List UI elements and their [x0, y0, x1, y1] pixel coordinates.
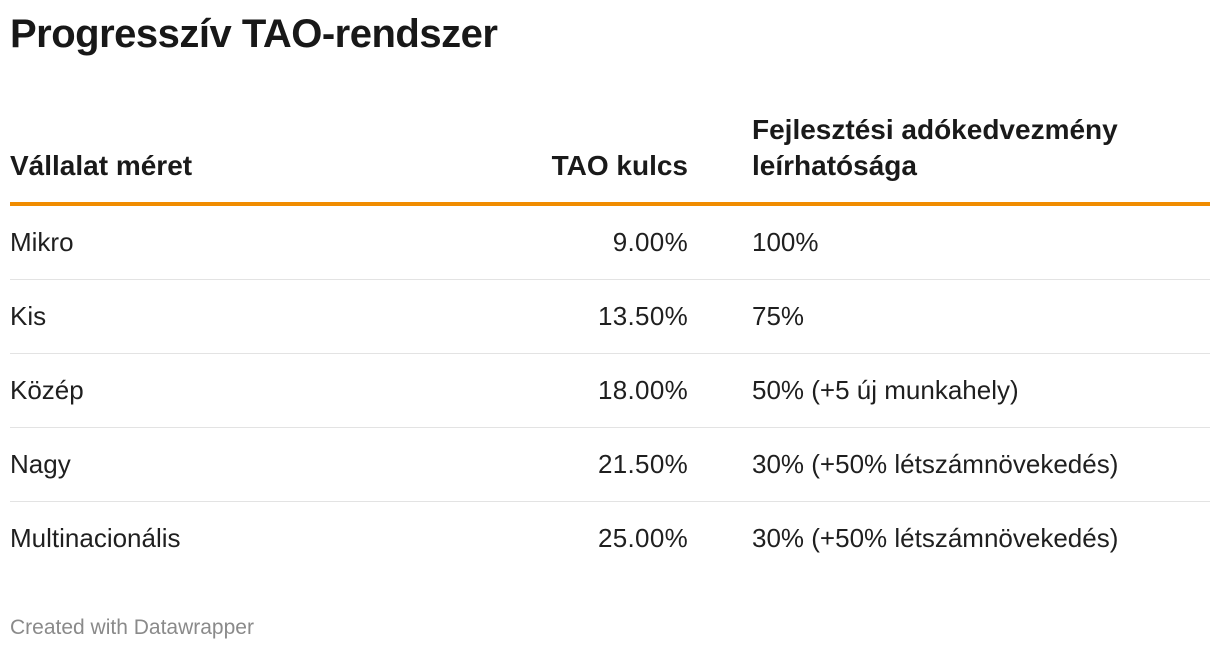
- footer-credit: Created with Datawrapper: [10, 616, 254, 639]
- cell-rate: 25.00%: [598, 523, 688, 553]
- cell-rate: 9.00%: [320, 204, 688, 280]
- cell-deduction: 100%: [752, 204, 1210, 280]
- table-row: Multinacionális 25.00% 30% (+50% létszám…: [10, 502, 1210, 576]
- cell-rate: 21.50%: [320, 427, 688, 502]
- cell-deduction: 30% (+50% létszámnövekedés): [752, 427, 1210, 502]
- cell-size: Nagy: [10, 427, 320, 502]
- cell-gap: [688, 502, 752, 576]
- column-header-deduction[interactable]: Fejlesztési adókedvezmény leírhatósága: [752, 112, 1210, 206]
- cell-gap: [688, 204, 752, 280]
- cell-gap: [688, 353, 752, 428]
- table-row: Kis 13.50% 75%: [10, 279, 1210, 354]
- data-table: Vállalat méret TAO kulcs Fejlesztési adó…: [10, 112, 1210, 575]
- cell-deduction: 75%: [752, 279, 1210, 354]
- cell-rate: 13.50%: [320, 279, 688, 354]
- column-gap: [688, 112, 752, 206]
- table-header: Vállalat méret TAO kulcs Fejlesztési adó…: [10, 112, 1210, 206]
- chart-title: Progresszív TAO-rendszer: [10, 12, 498, 56]
- cell-deduction: 30% (+50% létszámnövekedés): [752, 523, 1119, 553]
- cell-size: Közép: [10, 353, 320, 428]
- cell-size: Mikro: [10, 204, 320, 280]
- column-header-rate[interactable]: TAO kulcs: [320, 112, 688, 206]
- header-row: Vállalat méret TAO kulcs Fejlesztési adó…: [10, 112, 1210, 206]
- cell-size: Multinacionális: [10, 523, 181, 553]
- cell-size: Kis: [10, 279, 320, 354]
- cell-rate: 18.00%: [320, 353, 688, 428]
- cell-deduction: 50% (+5 új munkahely): [752, 353, 1210, 428]
- table-row: Mikro 9.00% 100%: [10, 204, 1210, 280]
- cell-gap: [688, 427, 752, 502]
- column-header-size[interactable]: Vállalat méret: [10, 112, 320, 206]
- cell-gap: [688, 279, 752, 354]
- table-row: Közép 18.00% 50% (+5 új munkahely): [10, 353, 1210, 428]
- table-row: Nagy 21.50% 30% (+50% létszámnövekedés): [10, 427, 1210, 502]
- table-body: Mikro 9.00% 100% Kis 13.50% 75% Közép 18…: [10, 204, 1210, 575]
